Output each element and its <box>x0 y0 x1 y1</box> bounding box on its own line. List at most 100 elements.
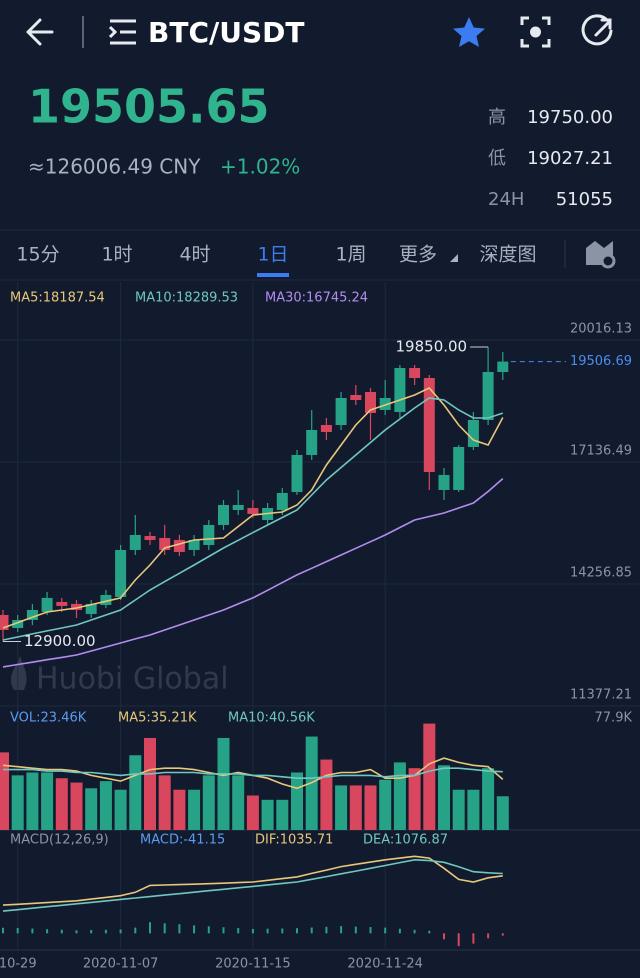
timeframe-tab[interactable]: 1周 <box>335 244 366 266</box>
candle-body <box>159 537 171 550</box>
macd-bar <box>90 930 93 934</box>
volume-bar <box>438 765 450 830</box>
chart-settings-icon[interactable] <box>586 241 616 269</box>
y-tick-label: 20016.13 <box>570 322 632 337</box>
volume-bar <box>291 772 303 830</box>
volume-bar <box>393 762 406 830</box>
candle-body <box>41 597 53 612</box>
macd-bar <box>178 924 181 934</box>
indicator-line <box>3 767 503 779</box>
screenshot-button[interactable] <box>520 16 551 48</box>
macd-bar <box>119 929 122 934</box>
volume-bar <box>276 799 289 830</box>
candle-body <box>144 535 156 540</box>
volume-bar <box>202 775 215 830</box>
indicator-line <box>2 397 504 641</box>
candle-body <box>482 371 494 420</box>
macd-bar <box>354 926 357 934</box>
volume-bar <box>173 789 186 830</box>
candle-body <box>276 492 288 510</box>
macd-bar <box>134 927 137 934</box>
volume-bar <box>408 768 421 830</box>
volume-bar <box>129 755 142 830</box>
macd-bar <box>16 927 19 934</box>
candle-body <box>335 398 347 425</box>
volume-bar <box>364 785 377 830</box>
volume-bar <box>0 752 9 830</box>
candle-body <box>26 609 38 620</box>
legend-entry: MA5:18187.54 <box>10 291 105 306</box>
volume-bar <box>217 737 230 830</box>
macd-bar <box>281 928 284 934</box>
pair-list-icon[interactable] <box>108 19 136 45</box>
macd-bar <box>413 929 416 934</box>
candle-body <box>409 368 421 379</box>
volume-bar <box>232 775 245 830</box>
y-tick-label: 77.9K <box>595 711 633 726</box>
macd-bar <box>369 927 372 934</box>
timeframe-tab[interactable]: 1日 <box>257 244 288 266</box>
stat-value: 19750.00 <box>527 107 613 128</box>
candle-body <box>85 603 97 614</box>
macd-bar <box>222 927 225 934</box>
favorite-star[interactable] <box>453 17 485 47</box>
candle-body <box>232 504 244 510</box>
macd-bar <box>60 929 63 934</box>
macd-bar <box>325 926 328 934</box>
candle-body <box>115 549 127 597</box>
stat-label: 低 <box>488 148 506 169</box>
candle-body <box>291 454 303 492</box>
active-tab-indicator <box>257 273 289 277</box>
indicator-line <box>2 858 503 912</box>
legend-entry: MA5:35.21K <box>118 711 197 726</box>
share-button[interactable] <box>581 14 613 46</box>
timeframe-tab[interactable]: 深度图 <box>479 244 536 266</box>
candle-body <box>100 594 112 605</box>
macd-bar <box>46 929 49 934</box>
volume-bar <box>55 778 68 830</box>
timeframe-tab[interactable]: 4时 <box>179 244 210 266</box>
macd-bar <box>296 928 298 934</box>
annotation-label: 19850.00 <box>396 338 468 356</box>
price-change: +1.02% <box>220 155 300 179</box>
macd-bar <box>487 933 490 939</box>
volume-bar <box>246 795 259 830</box>
macd-bar <box>251 928 254 934</box>
volume-bar <box>158 775 171 830</box>
macd-bar <box>457 933 460 947</box>
macd-bar <box>310 927 313 934</box>
candle-body <box>12 619 24 628</box>
timeframe-tab[interactable]: 1时 <box>101 244 132 266</box>
candle-body <box>453 446 465 490</box>
legend-title: MACD(12,26,9) <box>10 833 109 848</box>
macd-bar <box>384 927 387 934</box>
volume-bar <box>85 788 98 830</box>
macd-bar <box>472 933 475 944</box>
last-price: 19505.65 <box>28 80 270 134</box>
watermark: Huobi Global <box>36 662 229 697</box>
macd-bar <box>207 926 210 934</box>
legend-entry: MA30:16745.24 <box>265 291 368 306</box>
candle-body <box>350 394 362 400</box>
timeframe-tab[interactable]: 更多 <box>399 244 437 266</box>
volume-bar <box>26 772 39 830</box>
timeframe-tab[interactable]: 15分 <box>16 244 59 266</box>
candle-body <box>71 603 82 610</box>
candle-body <box>379 398 391 410</box>
candle-body <box>306 429 318 455</box>
volume-bar <box>99 781 112 830</box>
candle-body <box>438 474 450 490</box>
candle-body <box>173 539 185 552</box>
back-button[interactable] <box>26 18 54 46</box>
legend-entry: DEA:1076.87 <box>363 833 448 848</box>
candle-body <box>129 534 141 550</box>
candle-body <box>423 378 435 472</box>
macd-bar <box>266 928 269 934</box>
candle-body <box>467 419 479 447</box>
macd-bar <box>2 927 4 934</box>
volume-bar <box>320 759 333 830</box>
indicator-line <box>2 477 504 668</box>
x-tick-label: 10-29 <box>0 957 37 972</box>
macd-bar <box>237 928 240 934</box>
volume-bar <box>467 789 480 830</box>
